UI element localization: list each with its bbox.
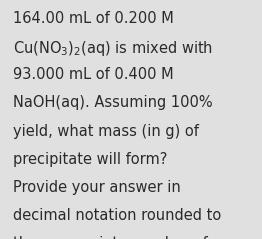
Text: 164.00 mL of 0.200 M: 164.00 mL of 0.200 M — [13, 11, 174, 26]
Text: yield, what mass (in g) of: yield, what mass (in g) of — [13, 124, 199, 139]
Text: precipitate will form?: precipitate will form? — [13, 152, 167, 167]
Text: the appropriate number of: the appropriate number of — [13, 236, 208, 239]
Text: Cu(NO$_3$)$_2$(aq) is mixed with: Cu(NO$_3$)$_2$(aq) is mixed with — [13, 39, 213, 58]
Text: NaOH(aq). Assuming 100%: NaOH(aq). Assuming 100% — [13, 95, 213, 110]
Text: 93.000 mL of 0.400 M: 93.000 mL of 0.400 M — [13, 67, 174, 82]
Text: decimal notation rounded to: decimal notation rounded to — [13, 208, 221, 223]
Text: Provide your answer in: Provide your answer in — [13, 180, 181, 195]
